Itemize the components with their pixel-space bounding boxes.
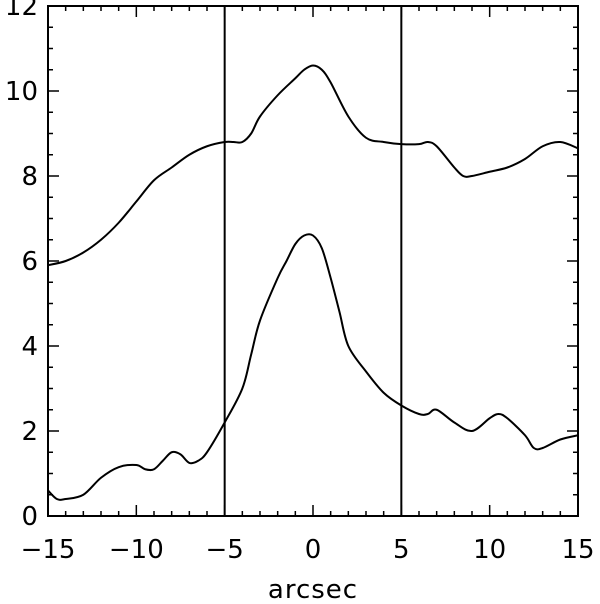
y-tick-label: 6 xyxy=(21,247,38,277)
x-tick-label: −10 xyxy=(109,535,164,565)
x-axis-title: arcsec xyxy=(268,575,358,604)
series-lines xyxy=(47,64,579,501)
x-tick-labels: −15 −10 −5 0 5 10 15 xyxy=(21,535,595,565)
x-tick-label: −15 xyxy=(21,535,76,565)
plot-frame xyxy=(47,5,579,517)
x-tick-label: 5 xyxy=(393,535,410,565)
series-line-2 xyxy=(47,233,579,501)
x-tick-label: 0 xyxy=(305,535,322,565)
axis-ticks xyxy=(47,5,579,517)
y-tick-label: 0 xyxy=(21,502,38,532)
vertical-marker-lines xyxy=(223,6,403,516)
y-tick-label: 8 xyxy=(21,162,38,192)
series-line-1 xyxy=(47,64,579,267)
x-tick-label: −5 xyxy=(206,535,244,565)
y-tick-label: 2 xyxy=(21,417,38,447)
y-tick-labels: 0 2 4 6 8 10 12 xyxy=(5,0,38,532)
y-tick-label: 4 xyxy=(21,332,38,362)
y-tick-label: 10 xyxy=(5,77,38,107)
y-tick-label: 12 xyxy=(5,0,38,22)
x-tick-label: 10 xyxy=(473,535,506,565)
x-tick-label: 15 xyxy=(561,535,594,565)
